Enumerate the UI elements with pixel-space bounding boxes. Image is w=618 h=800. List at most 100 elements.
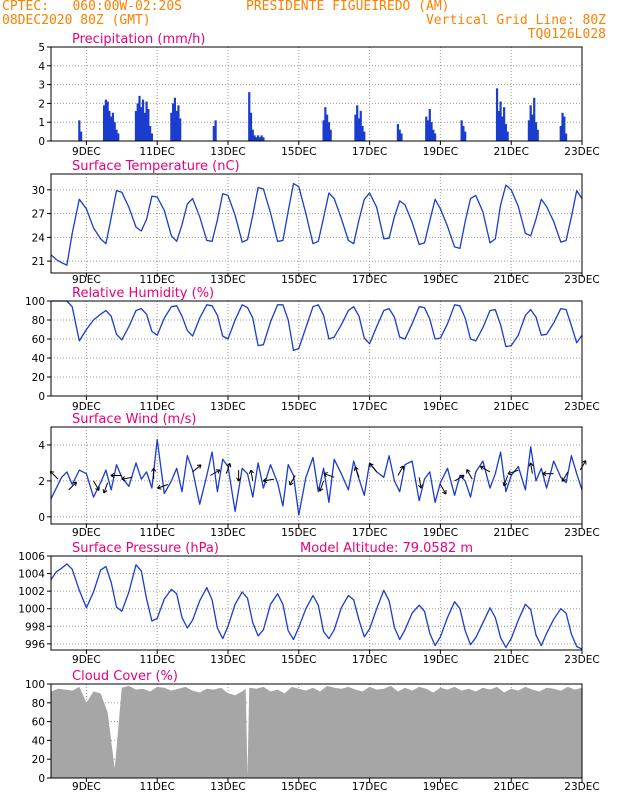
wind-arrow [289, 475, 296, 486]
wind-arrow [157, 484, 168, 489]
panel-2-ytick-label: 30 [32, 185, 45, 197]
panel-4-xtick-label: 11DEC [139, 527, 174, 539]
precip-bar [108, 110, 111, 141]
precip-bar [499, 101, 502, 141]
panel-1-xtick-label: 9DEC [72, 146, 101, 158]
panel-2-ytick-label: 21 [32, 256, 45, 268]
panel-6-frame [50, 683, 583, 779]
wind-arrow [93, 480, 100, 491]
panel-1-xtick-label: 21DEC [493, 146, 528, 158]
precip-bar [249, 112, 253, 141]
precip-bar [173, 97, 176, 141]
panel-3-xtick-label: 11DEC [139, 401, 174, 413]
precip-bar [503, 107, 506, 141]
precip-bar [433, 133, 437, 141]
precip-bar [170, 112, 173, 141]
panel-4-ytick-label: 2 [38, 476, 45, 488]
panel-5-title: Surface Pressure (hPa) [72, 541, 219, 556]
wind-arrow-head [72, 481, 77, 487]
wind-arrow [354, 466, 360, 478]
panel-2-title: Surface Temperature (nC) [72, 159, 240, 174]
precip-bar [564, 133, 568, 141]
precip-bar [138, 95, 141, 141]
panel-1-title: Precipitation (mm/h) [72, 32, 205, 47]
wind-arrow-head [318, 487, 324, 492]
panel-3-ytick-label: 80 [32, 315, 45, 327]
precip-bar [428, 109, 431, 141]
precip-bar [149, 125, 152, 141]
precip-bar [322, 120, 325, 141]
wind-arrow-head [479, 465, 485, 471]
panel-1-xtick-label: 11DEC [139, 146, 174, 158]
wind-arrow [454, 474, 465, 482]
panel-2-xtick-label: 19DEC [423, 274, 458, 286]
panel-1-ytick-label: 2 [38, 98, 45, 110]
panel-6-ytick-label: 0 [38, 773, 45, 785]
precip-bar [113, 122, 116, 141]
precip-bar [326, 114, 329, 141]
panel-4-ytick-label: 0 [38, 512, 45, 524]
wind-arrow-head [399, 465, 405, 470]
precip-bar [255, 137, 258, 141]
precip-bar [214, 120, 217, 141]
precip-bar [103, 105, 106, 141]
panel-5-ytick-label: 1002 [18, 586, 45, 598]
panel-2-xtick-label: 13DEC [210, 274, 245, 286]
panel-3-xtick-label: 9DEC [72, 401, 101, 413]
precip-bar [531, 114, 534, 141]
panel-6-ytick-label: 80 [32, 698, 45, 710]
wind-arrow [369, 463, 378, 473]
precip-bar [533, 97, 536, 141]
panel-2-ytick-label: 24 [32, 232, 46, 244]
precip-bar [147, 109, 150, 141]
wind-arrow-head [460, 474, 465, 480]
wind-arrow-head [442, 489, 447, 495]
precip-bar [251, 129, 254, 141]
wind-arrow-head [110, 472, 115, 479]
panel-3-frame [50, 300, 583, 397]
precip-bar [501, 116, 504, 141]
wind-arrow-head [581, 460, 587, 465]
panel-6-ytick-label: 60 [32, 717, 45, 729]
precip-bar [497, 110, 500, 141]
wind-arrow [49, 470, 59, 480]
header-grid-line: Vertical Grid Line: 80Z [425, 13, 606, 28]
panel-5-ytick-label: 998 [25, 621, 45, 633]
panel-1-xtick-label: 15DEC [281, 146, 316, 158]
panel-6-xtick-label: 11DEC [139, 781, 174, 793]
panel-2-xtick-label: 23DEC [564, 274, 599, 286]
panel-4-xtick-label: 19DEC [423, 527, 458, 539]
precip-bar [106, 101, 109, 141]
precip-bar [78, 120, 81, 141]
precip-bar [172, 103, 175, 141]
precip-bar [430, 122, 433, 141]
panel-3-xtick-label: 15DEC [281, 401, 316, 413]
panel-4-xtick-label: 15DEC [281, 527, 316, 539]
panel-3-xtick-label: 13DEC [210, 401, 245, 413]
panel-1-ytick-label: 4 [38, 61, 45, 73]
precip-bar [354, 114, 357, 141]
panel-6-ytick-label: 100 [25, 679, 45, 691]
panel-4-xtick-label: 13DEC [210, 527, 245, 539]
precip-bar [141, 99, 145, 141]
precip-bar [464, 131, 467, 141]
precip-bar [329, 129, 332, 141]
panel-5-annotation: Model Altitude: 79.0582 m [300, 541, 473, 556]
wind-arrow [319, 480, 325, 492]
wind-arrow [480, 465, 491, 473]
wind-arrow [507, 469, 519, 475]
panel-2-xtick-label: 17DEC [352, 274, 387, 286]
wind-arrow [192, 464, 202, 473]
precip-bar [426, 120, 430, 141]
wind-arrow-head [196, 464, 202, 469]
panel-2-xtick-label: 15DEC [281, 274, 316, 286]
precip-bar [177, 105, 180, 141]
precip-bar [529, 105, 532, 141]
wind-arrow-head [289, 481, 294, 486]
panel-2-ytick-label: 27 [32, 209, 45, 221]
panel-1-ytick-label: 3 [38, 80, 45, 92]
precip-bar [136, 103, 139, 141]
panel-5-xtick-label: 15DEC [281, 654, 316, 666]
panel-6-xtick-label: 19DEC [423, 781, 458, 793]
